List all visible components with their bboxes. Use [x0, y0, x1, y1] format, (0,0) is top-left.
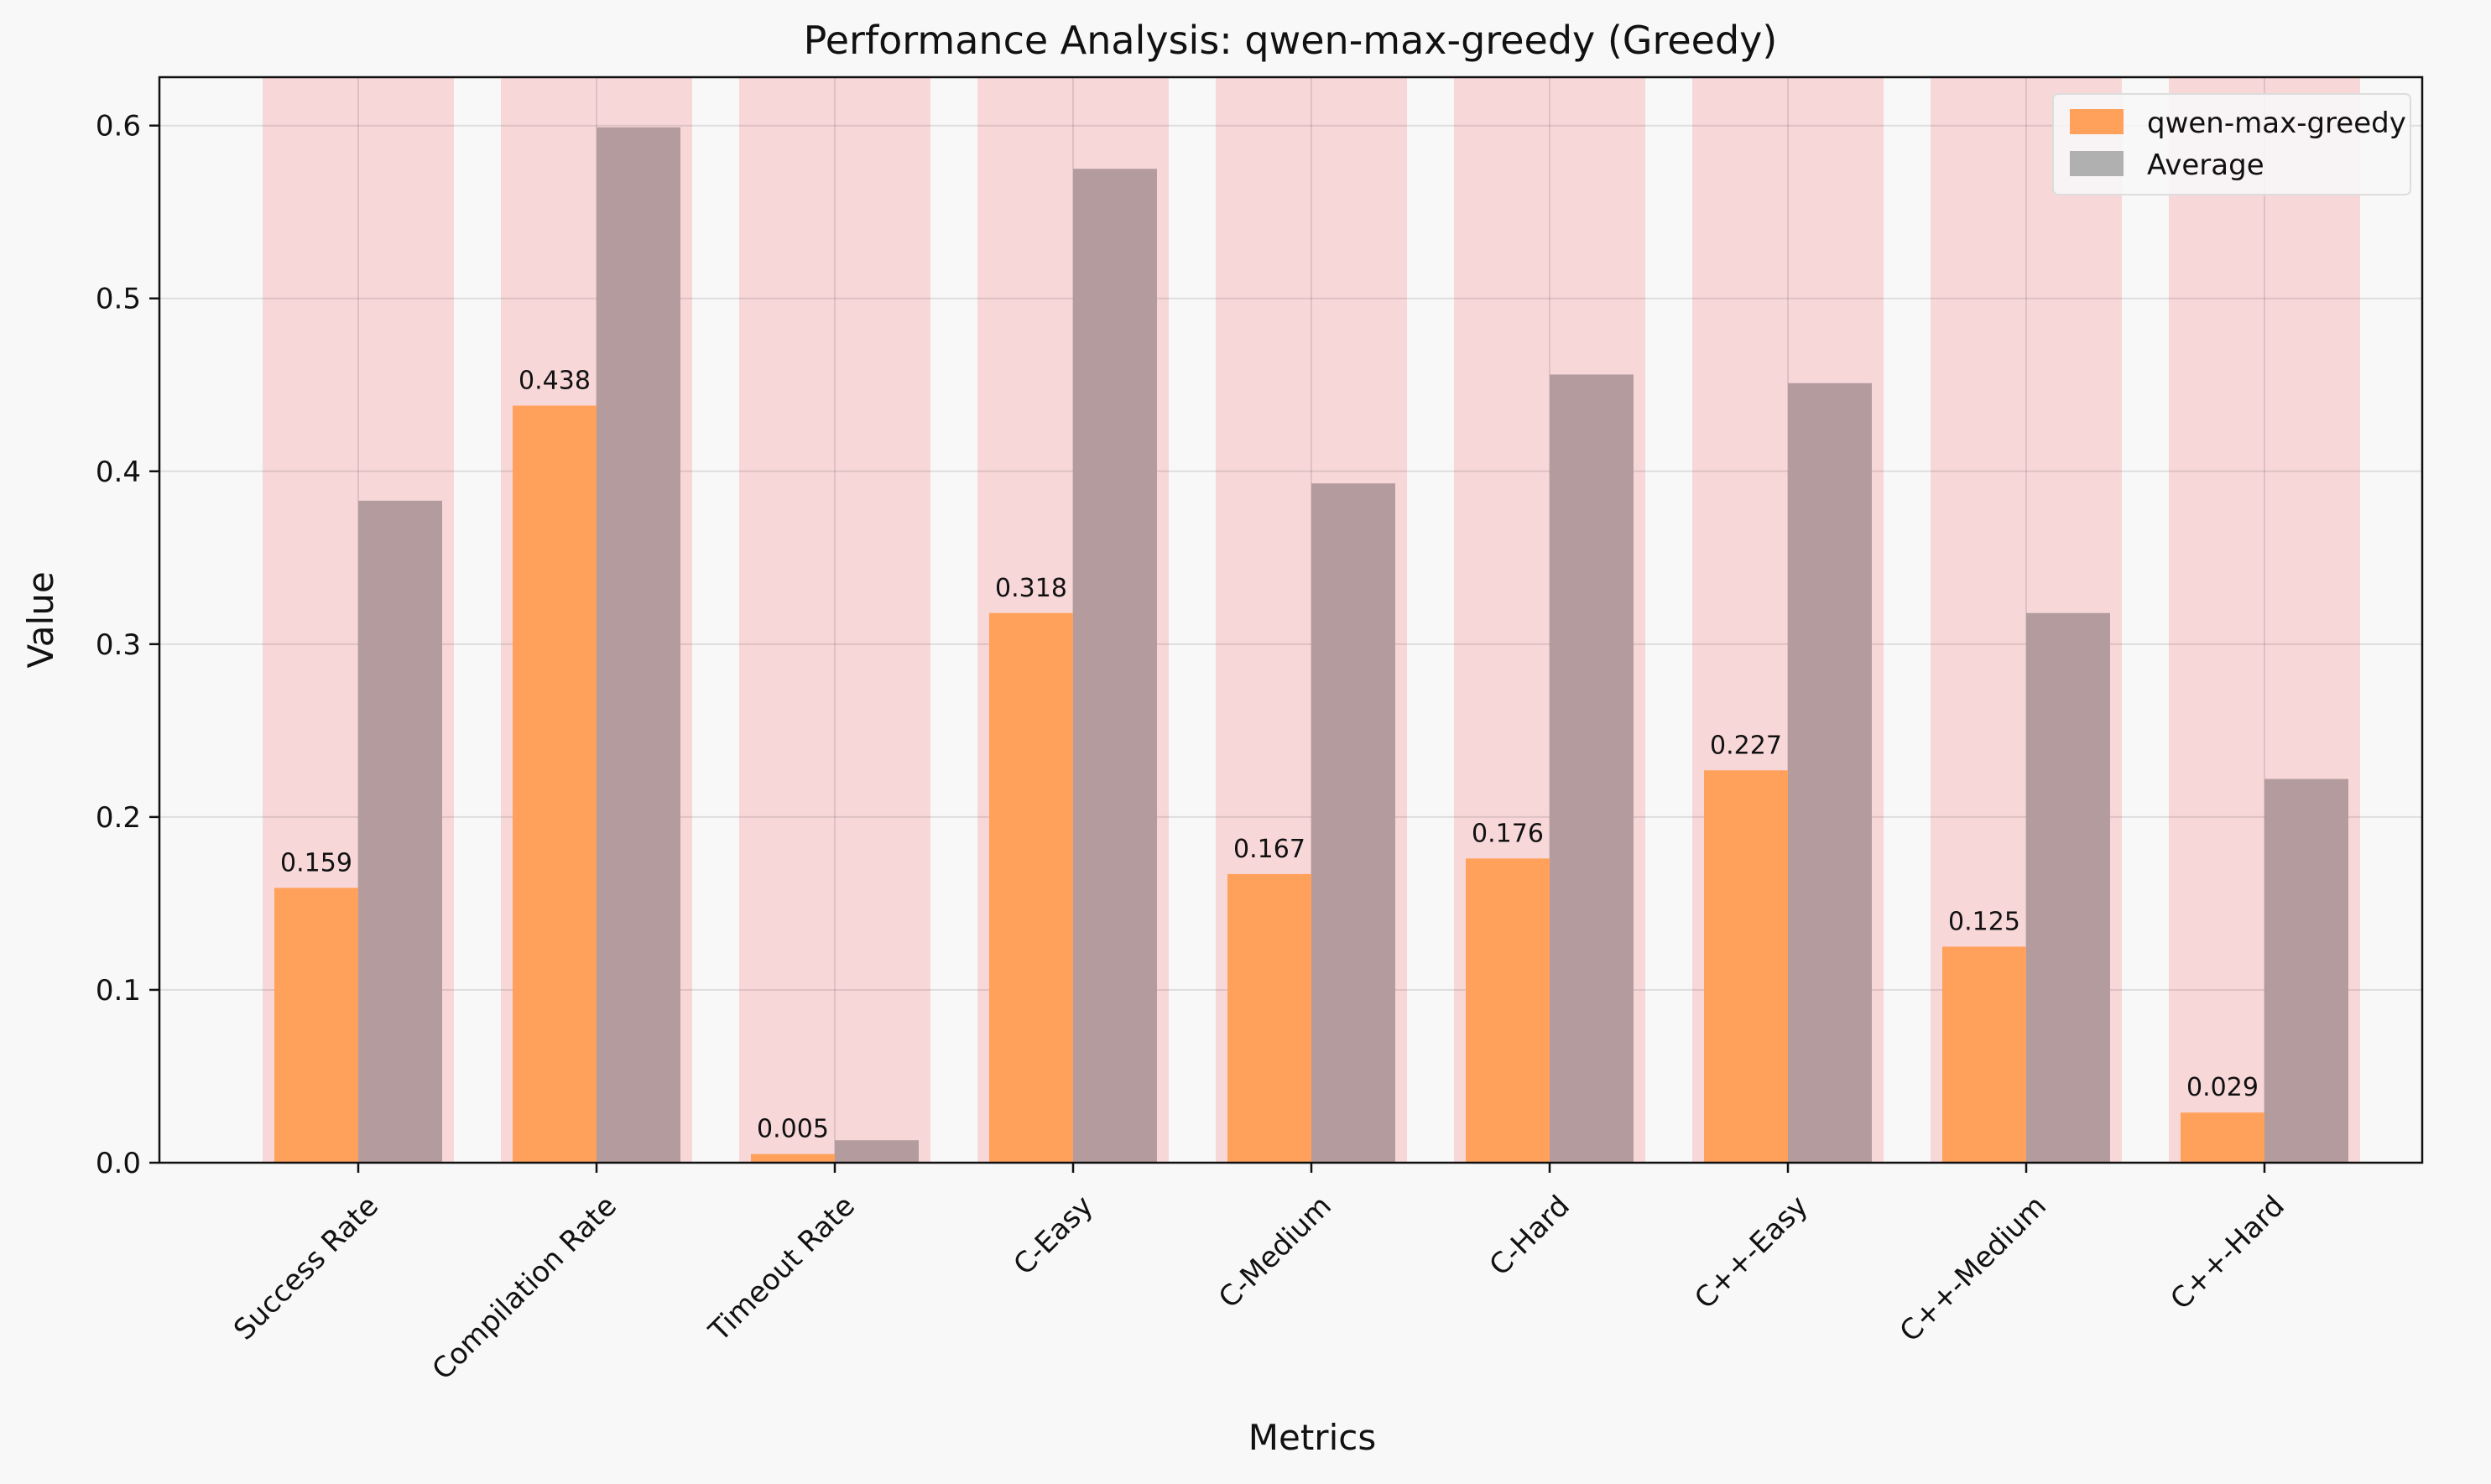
legend-label: qwen-max-greedy	[2147, 107, 2406, 140]
bar-model	[1942, 946, 2026, 1163]
bar-average	[1788, 383, 1872, 1163]
data-label: 0.005	[757, 1115, 829, 1144]
legend: qwen-max-greedy Average	[2052, 93, 2411, 195]
y-axis-ticks: 0.0 0.1 0.2 0.3 0.4 0.5 0.6	[96, 110, 159, 1180]
bar-model	[2181, 1112, 2264, 1163]
y-tick-label: 0.4	[96, 456, 141, 489]
y-tick-label: 0.2	[96, 801, 141, 835]
highlight-band	[739, 77, 930, 1163]
data-label: 0.029	[2186, 1073, 2259, 1102]
bar-average	[1311, 483, 1395, 1163]
data-label: 0.438	[519, 366, 591, 395]
y-tick-label: 0.6	[96, 110, 141, 143]
bar-model	[989, 612, 1073, 1163]
bar-average	[358, 500, 442, 1163]
bar-average	[2264, 778, 2348, 1163]
data-label: 0.125	[1948, 907, 2020, 936]
bar-average	[1550, 374, 1634, 1163]
bar-average	[597, 127, 680, 1164]
data-labels: 0.159 0.438 0.005 0.318 0.167 0.176 0.227 0.125…	[280, 366, 2259, 1143]
bar-model	[1466, 858, 1550, 1163]
y-tick-label: 0.1	[96, 974, 141, 1008]
data-label: 0.227	[1710, 731, 1782, 760]
bar-average	[835, 1140, 919, 1163]
bar-model	[513, 405, 597, 1163]
data-label: 0.159	[280, 848, 352, 877]
plot-frame	[158, 76, 2424, 1164]
y-tick-label: 0.5	[96, 283, 141, 316]
bar-model	[1704, 770, 1788, 1163]
bar-model	[751, 1153, 835, 1163]
y-axis-label: Value	[20, 571, 61, 668]
y-tick-label: 0.0	[96, 1147, 141, 1180]
bar-model	[1227, 873, 1311, 1163]
bar-average	[2026, 612, 2110, 1163]
legend-label: Average	[2147, 148, 2264, 182]
bar-model	[274, 888, 358, 1163]
bars	[274, 127, 2348, 1164]
y-tick-label: 0.3	[96, 628, 141, 662]
data-label: 0.167	[1233, 835, 1305, 864]
data-label: 0.318	[995, 574, 1067, 603]
bar-average	[1073, 169, 1157, 1163]
chart-title: Performance Analysis: qwen-max-greedy (G…	[804, 18, 1778, 63]
x-axis-label: Metrics	[1248, 1417, 1376, 1458]
data-label: 0.176	[1472, 819, 1544, 848]
legend-box	[2052, 93, 2411, 195]
legend-swatch	[2070, 109, 2124, 134]
legend-swatch	[2070, 151, 2124, 176]
